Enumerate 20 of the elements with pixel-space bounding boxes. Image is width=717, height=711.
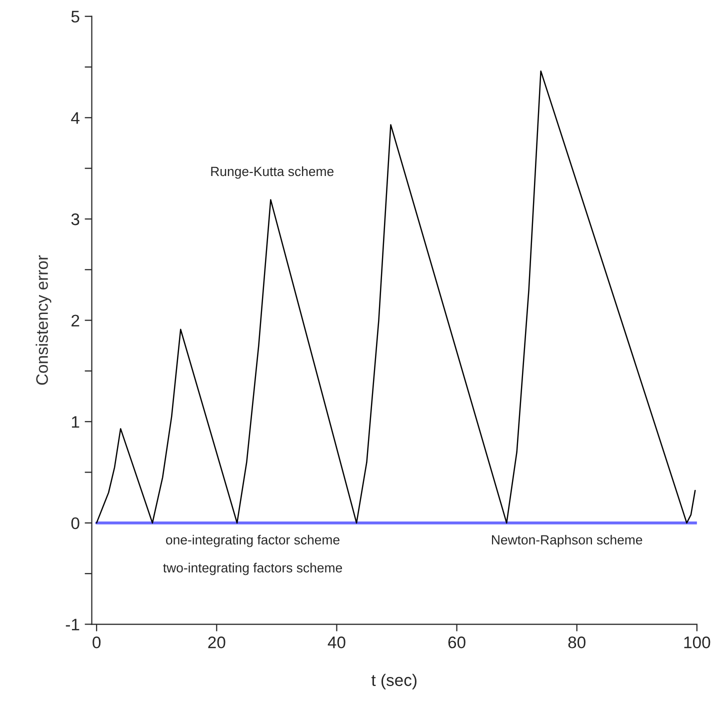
y-tick-label: 2 xyxy=(72,314,80,326)
y-tick-label: 5 xyxy=(71,10,80,23)
annotation: Runge-Kutta scheme xyxy=(211,166,334,179)
annotation: one-integrating factor scheme xyxy=(166,534,340,548)
y-tick-label: 4 xyxy=(71,112,80,124)
x-tick-label: 100 xyxy=(684,636,710,648)
x-tick-label: 60 xyxy=(448,636,466,648)
x-axis-title: t (sec) xyxy=(371,674,416,690)
x-tick-label: 0 xyxy=(92,636,101,648)
line-series xyxy=(96,70,696,524)
y-axis-title: Consistency error xyxy=(36,255,52,385)
annotation: Newton-Raphson scheme xyxy=(492,534,642,548)
y-tick-label: 0 xyxy=(71,517,80,530)
x-tick-label: 40 xyxy=(328,636,346,648)
y-tick-label: -1 xyxy=(66,618,80,630)
annotation: two-integrating factors scheme xyxy=(163,562,342,576)
x-tick-label: 20 xyxy=(208,636,226,648)
y-tick-label: 3 xyxy=(71,213,80,226)
y-tick-label: 1 xyxy=(72,416,80,428)
x-tick-label: 80 xyxy=(568,636,586,648)
